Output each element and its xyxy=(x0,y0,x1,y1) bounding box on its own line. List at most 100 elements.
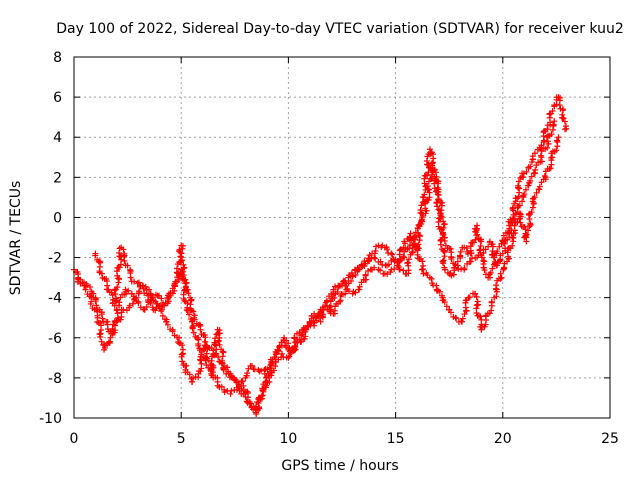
data-point-dense xyxy=(384,246,391,253)
data-point xyxy=(146,286,153,293)
data-point-dense xyxy=(412,229,419,236)
data-point xyxy=(555,134,562,141)
data-point-dense xyxy=(271,354,278,361)
data-point-dense xyxy=(143,303,150,310)
data-point-dense xyxy=(185,290,192,297)
data-point-dense xyxy=(352,289,359,296)
data-point-dense xyxy=(493,293,500,300)
data-point-dense xyxy=(533,189,540,196)
data-point-dense xyxy=(120,246,127,253)
data-point-dense xyxy=(438,213,445,220)
data-point-dense xyxy=(127,274,134,281)
data-point-dense xyxy=(511,215,518,222)
data-point-dense xyxy=(488,307,495,314)
data-point-dense xyxy=(400,267,407,274)
data-point-dense xyxy=(419,258,426,265)
x-tick-label: 10 xyxy=(279,431,297,447)
data-point-dense xyxy=(81,282,88,289)
data-point-dense xyxy=(323,297,330,304)
series-trace-c xyxy=(75,118,558,389)
data-point-dense xyxy=(515,182,522,189)
data-point-dense xyxy=(244,370,251,377)
y-tick-label: -2 xyxy=(48,251,62,267)
data-point-dense xyxy=(466,294,473,301)
data-point-dense xyxy=(179,358,186,365)
y-tick-label: 6 xyxy=(53,90,62,106)
data-point-dense xyxy=(405,256,412,263)
data-point-dense xyxy=(358,261,365,268)
data-point-dense xyxy=(532,166,539,173)
x-tick-label: 20 xyxy=(494,431,512,447)
data-point-dense xyxy=(425,196,432,203)
data-point-dense xyxy=(493,282,500,289)
data-point-dense xyxy=(522,232,529,239)
data-point-dense xyxy=(303,326,310,333)
data-point-dense xyxy=(270,367,277,374)
data-point xyxy=(313,314,320,321)
data-point-dense xyxy=(183,362,190,369)
data-point-dense xyxy=(158,295,165,302)
data-point xyxy=(497,270,504,277)
data-point xyxy=(371,254,378,261)
data-point-dense xyxy=(553,147,560,154)
data-point-dense xyxy=(215,338,222,345)
data-point-dense xyxy=(527,163,534,170)
data-point xyxy=(388,266,395,273)
data-point-dense xyxy=(544,144,551,151)
data-point-dense xyxy=(440,224,447,231)
y-tick-label: -10 xyxy=(39,411,62,427)
data-point-dense xyxy=(276,343,283,350)
data-point xyxy=(339,282,345,289)
data-point-dense xyxy=(184,286,191,293)
data-point-dense xyxy=(318,310,325,317)
data-point-dense xyxy=(541,172,548,179)
data-point-dense xyxy=(418,216,425,223)
data-point-dense xyxy=(385,261,392,268)
data-point-dense xyxy=(556,102,563,109)
data-point-dense xyxy=(489,265,496,272)
data-point-dense xyxy=(79,279,86,286)
data-point-dense xyxy=(443,303,450,310)
data-point-dense xyxy=(274,346,281,353)
data-point-dense xyxy=(180,272,187,279)
data-point-dense xyxy=(400,253,407,260)
data-point-dense xyxy=(430,169,437,176)
data-point-dense xyxy=(135,300,142,307)
data-point-dense xyxy=(92,252,99,259)
data-point-dense xyxy=(528,209,535,216)
data-point-dense xyxy=(142,283,149,290)
data-point-dense xyxy=(213,350,220,357)
data-point-dense xyxy=(191,316,198,323)
data-point-dense xyxy=(220,366,227,373)
y-tick-label: 2 xyxy=(53,170,62,186)
data-point xyxy=(551,118,558,125)
y-tick-label: 4 xyxy=(53,130,62,146)
data-point-dense xyxy=(190,329,197,336)
data-point-dense xyxy=(372,255,379,262)
data-point-dense xyxy=(448,256,455,263)
data-point xyxy=(519,198,526,205)
data-point-dense xyxy=(560,115,567,122)
data-point xyxy=(330,286,337,293)
data-point-dense xyxy=(498,274,505,281)
data-point-dense xyxy=(441,221,448,228)
data-point-dense xyxy=(461,311,468,318)
data-point xyxy=(139,282,146,289)
data-point-dense xyxy=(441,253,448,260)
data-point-dense xyxy=(186,311,193,318)
data-point-dense xyxy=(175,339,182,346)
data-point-dense xyxy=(135,279,142,286)
data-point-dense xyxy=(169,328,176,335)
data-point-dense xyxy=(437,210,444,217)
data-point-dense xyxy=(525,227,532,234)
data-point-dense xyxy=(182,283,189,290)
y-tick-label: -6 xyxy=(48,331,62,347)
data-point-dense xyxy=(431,173,438,180)
data-point-dense xyxy=(173,265,180,272)
data-point-dense xyxy=(129,300,136,307)
data-point-dense xyxy=(179,342,186,349)
data-point-dense xyxy=(179,245,186,252)
y-tick-label: 0 xyxy=(53,210,62,226)
data-point-dense xyxy=(437,225,444,232)
data-point-dense xyxy=(529,204,536,211)
